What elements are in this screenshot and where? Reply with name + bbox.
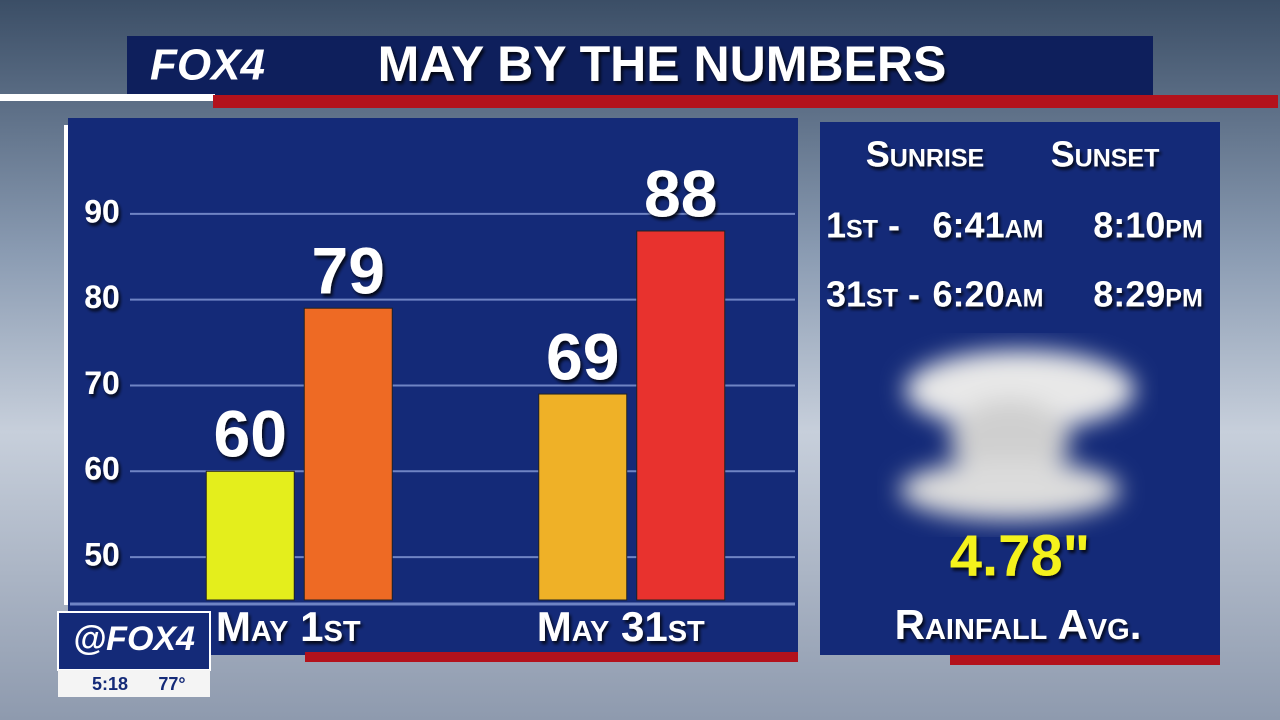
sun-cell: 6:20am bbox=[933, 274, 1044, 315]
sun-header: Sunrise bbox=[866, 134, 984, 175]
bug-time: 5:18 bbox=[92, 674, 128, 694]
title-bar bbox=[127, 36, 1153, 96]
y-tick-label: 50 bbox=[84, 537, 120, 573]
x-tick-label: May 1st bbox=[216, 603, 361, 650]
sun-cell: 6:41am bbox=[933, 205, 1044, 246]
panel-rule bbox=[305, 652, 798, 662]
panel-edge bbox=[64, 125, 68, 605]
sun-header: Sunset bbox=[1051, 134, 1160, 175]
title-rule-red bbox=[213, 95, 1278, 108]
y-tick-label: 70 bbox=[84, 365, 120, 401]
bug-bottom bbox=[58, 670, 210, 697]
logo: FOX4 bbox=[150, 41, 265, 90]
value-label: 69 bbox=[546, 319, 619, 393]
bar-chart: 50 60 70 80 90 May 1st 60 79 May 31st 69 88 bbox=[70, 156, 795, 650]
sun-cell: 31st - bbox=[826, 274, 920, 315]
title: MAY BY THE NUMBERS bbox=[378, 36, 947, 92]
info-rule bbox=[950, 655, 1220, 665]
y-tick-label: 90 bbox=[84, 193, 120, 229]
value-label: 60 bbox=[214, 397, 287, 471]
sun-cell: 8:29pm bbox=[1093, 274, 1203, 315]
rain-cloud bbox=[900, 350, 1135, 520]
sun-cell: 1st - bbox=[826, 205, 900, 246]
x-tick-label: May 31st bbox=[537, 603, 705, 650]
sun-cell: 8:10pm bbox=[1093, 205, 1203, 246]
title-rule-white bbox=[0, 94, 215, 101]
bug-top bbox=[57, 611, 211, 671]
bar bbox=[636, 230, 726, 601]
bug-handle: @FOX4 bbox=[73, 620, 195, 658]
rainfall-label: Rainfall Avg. bbox=[895, 601, 1142, 648]
y-tick-label: 60 bbox=[84, 451, 120, 487]
rainfall-value: 4.78" bbox=[950, 523, 1090, 588]
bug-temp: 77° bbox=[158, 674, 185, 694]
bar bbox=[303, 307, 393, 601]
value-label: 79 bbox=[312, 234, 385, 308]
bar bbox=[538, 393, 628, 601]
bar bbox=[205, 470, 295, 601]
y-tick-label: 80 bbox=[84, 279, 120, 315]
value-label: 88 bbox=[644, 156, 717, 230]
